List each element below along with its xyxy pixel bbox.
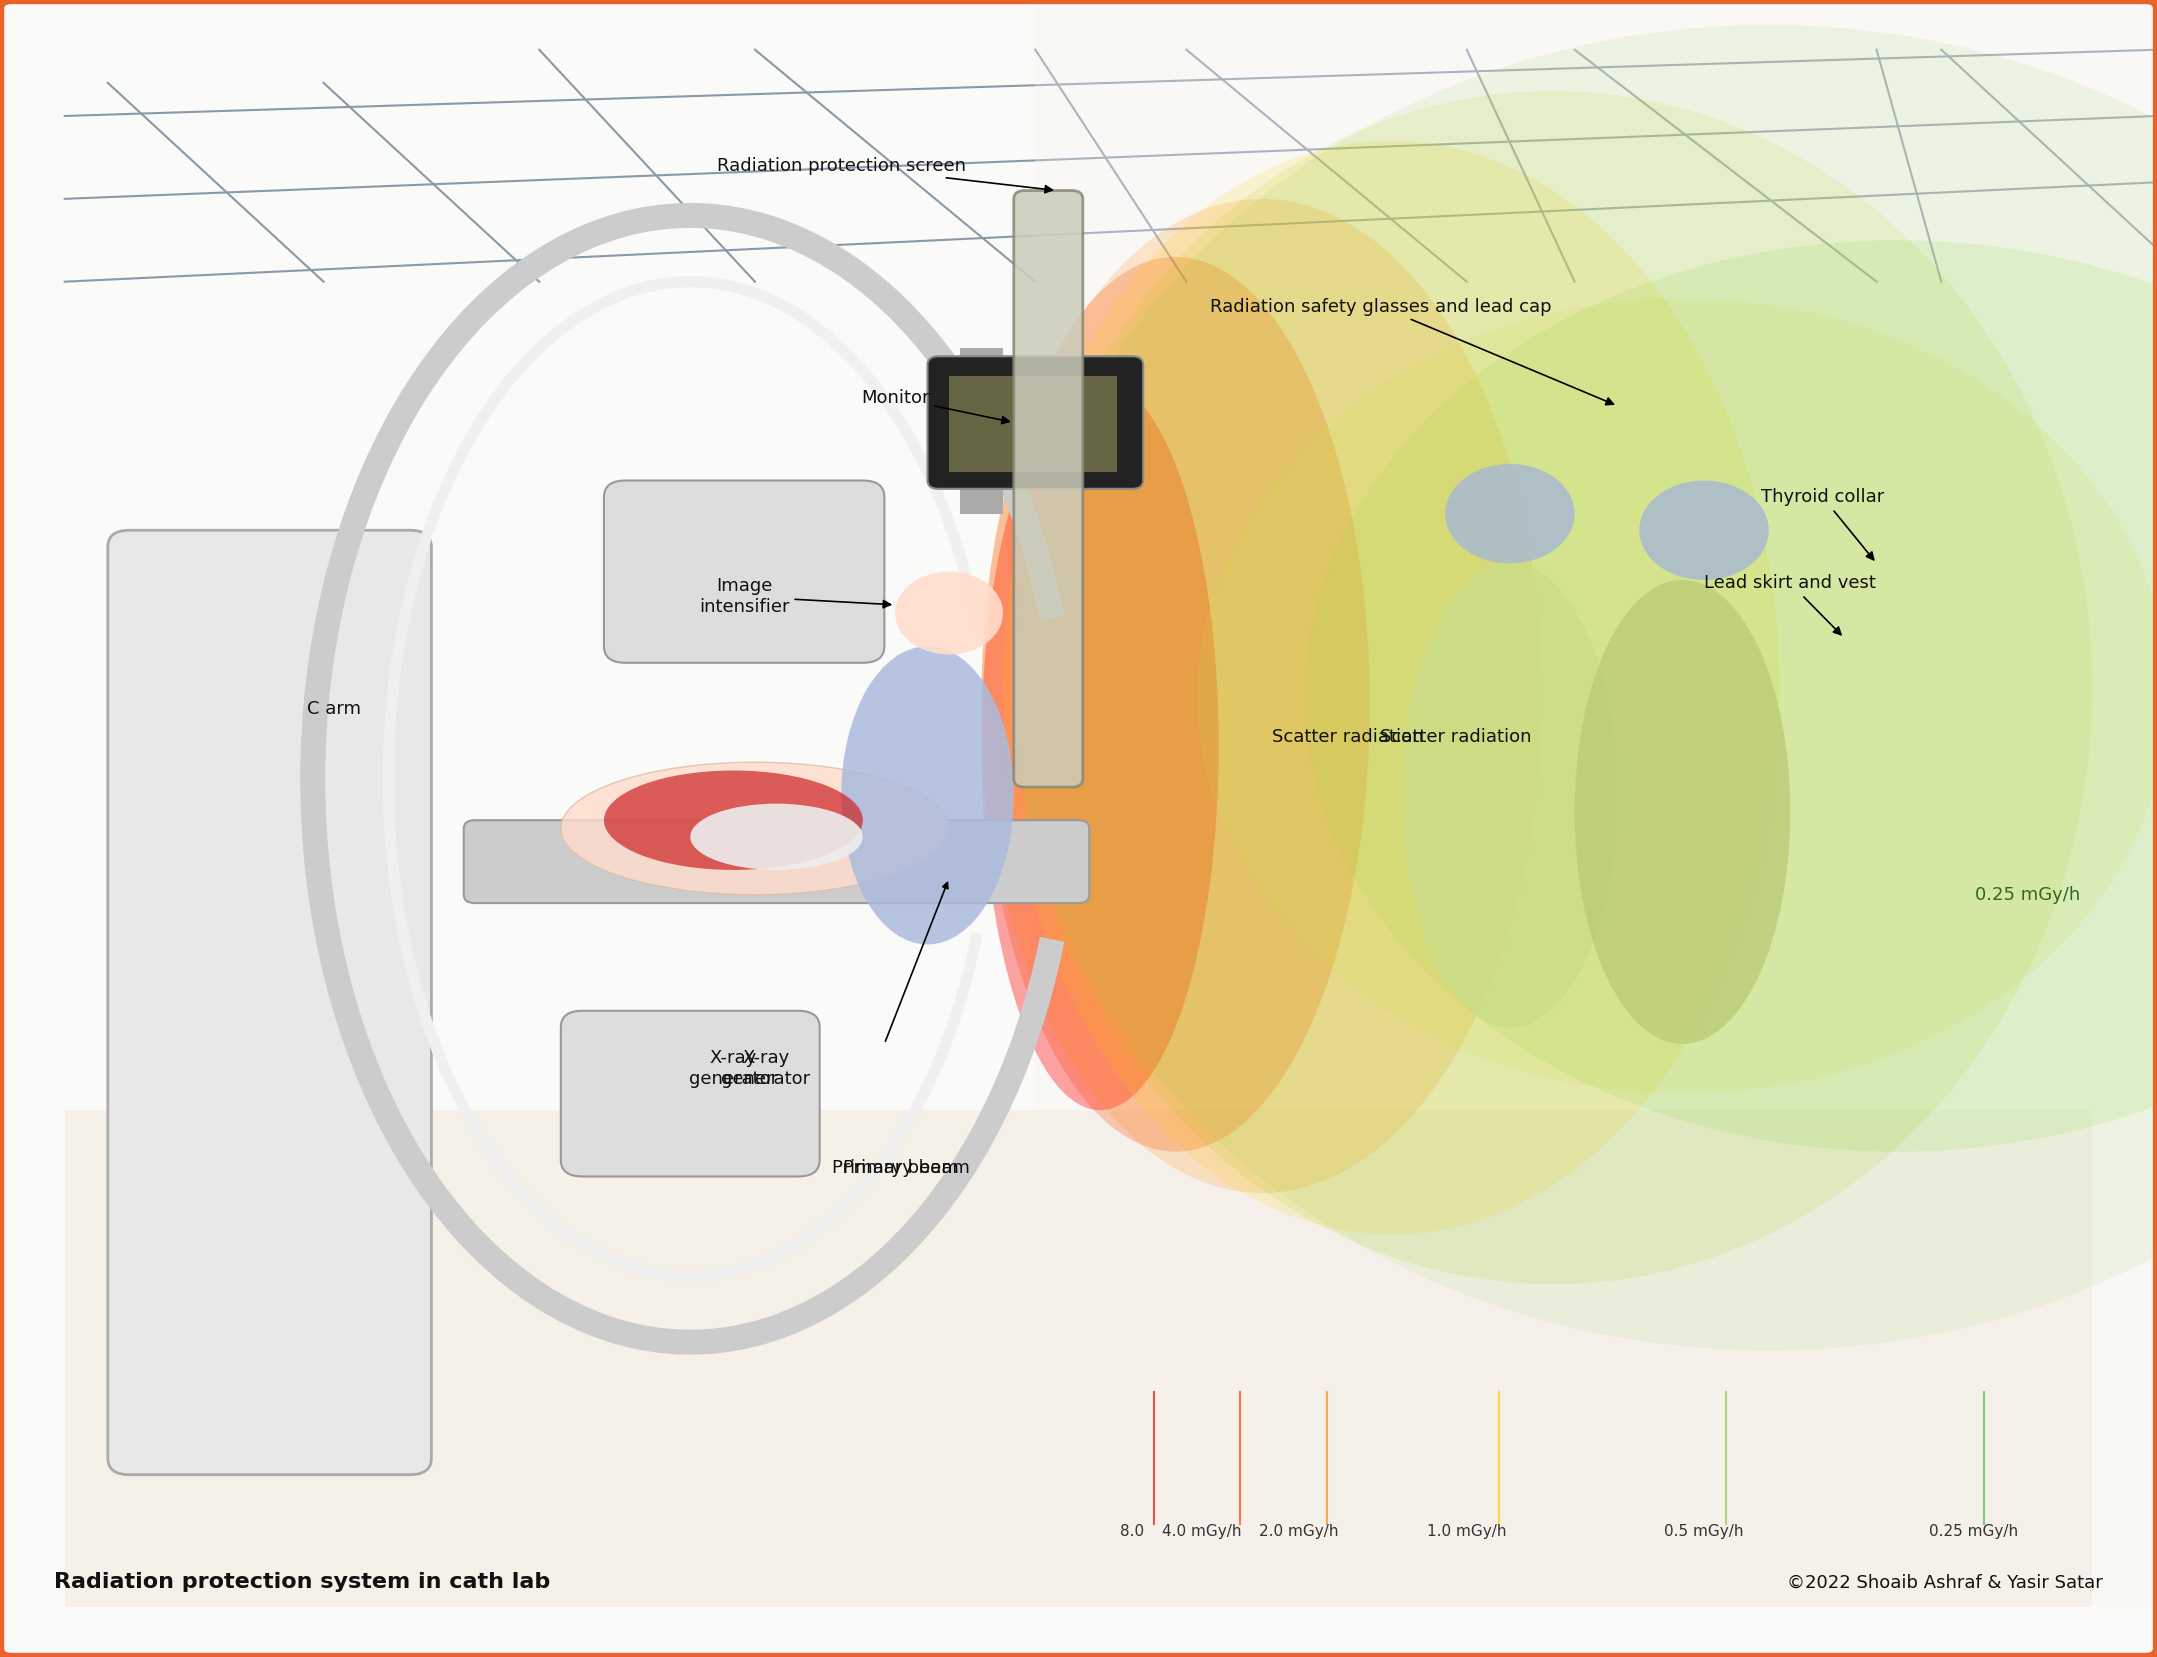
Text: X-ray
generator: X-ray generator bbox=[688, 1049, 779, 1089]
Ellipse shape bbox=[841, 646, 1014, 944]
Text: 0.25 mGy/h: 0.25 mGy/h bbox=[1976, 886, 2079, 903]
Ellipse shape bbox=[981, 257, 1370, 1152]
Ellipse shape bbox=[981, 381, 1219, 1110]
Ellipse shape bbox=[604, 771, 863, 870]
Ellipse shape bbox=[1014, 91, 2092, 1284]
FancyBboxPatch shape bbox=[108, 530, 431, 1475]
Ellipse shape bbox=[690, 804, 863, 870]
Circle shape bbox=[895, 572, 1003, 655]
Text: Primary beam: Primary beam bbox=[833, 1160, 958, 1176]
Ellipse shape bbox=[561, 762, 949, 895]
Circle shape bbox=[1445, 464, 1575, 563]
Text: X-ray
generator: X-ray generator bbox=[720, 1049, 811, 1089]
Text: 8.0: 8.0 bbox=[1119, 1524, 1145, 1539]
FancyBboxPatch shape bbox=[604, 481, 884, 663]
Ellipse shape bbox=[1575, 580, 1790, 1044]
FancyBboxPatch shape bbox=[1014, 191, 1083, 787]
Text: C arm: C arm bbox=[306, 701, 362, 717]
Ellipse shape bbox=[1197, 298, 2157, 1094]
Ellipse shape bbox=[1014, 25, 2157, 1350]
Bar bbox=[1035, 0, 2157, 1607]
Text: 0.5 mGy/h: 0.5 mGy/h bbox=[1665, 1524, 1743, 1539]
Ellipse shape bbox=[1305, 240, 2157, 1152]
Bar bbox=[960, 348, 1003, 514]
Text: Image
intensifier: Image intensifier bbox=[699, 577, 891, 616]
FancyBboxPatch shape bbox=[464, 820, 1089, 903]
Text: Monitor: Monitor bbox=[861, 389, 1009, 424]
Text: 2.0 mGy/h: 2.0 mGy/h bbox=[1260, 1524, 1337, 1539]
Ellipse shape bbox=[981, 199, 1542, 1193]
Bar bbox=[949, 376, 1117, 472]
FancyBboxPatch shape bbox=[561, 1011, 820, 1176]
Text: Lead skirt and vest: Lead skirt and vest bbox=[1704, 575, 1877, 635]
Text: ©2022 Shoaib Ashraf & Yasir Satar: ©2022 Shoaib Ashraf & Yasir Satar bbox=[1788, 1574, 2103, 1591]
Text: Scatter radiation: Scatter radiation bbox=[1273, 729, 1424, 746]
Text: Radiation protection screen: Radiation protection screen bbox=[716, 157, 1053, 192]
Text: Radiation safety glasses and lead cap: Radiation safety glasses and lead cap bbox=[1210, 298, 1613, 404]
Text: Scatter radiation: Scatter radiation bbox=[1380, 729, 1531, 746]
Ellipse shape bbox=[1003, 141, 1780, 1234]
Text: 0.25 mGy/h: 0.25 mGy/h bbox=[1928, 1524, 2019, 1539]
Text: 1.0 mGy/h: 1.0 mGy/h bbox=[1428, 1524, 1506, 1539]
FancyBboxPatch shape bbox=[928, 356, 1143, 489]
Ellipse shape bbox=[1402, 563, 1618, 1027]
Circle shape bbox=[1639, 481, 1769, 580]
Bar bbox=[65, 1110, 2092, 1607]
Text: Radiation protection system in cath lab: Radiation protection system in cath lab bbox=[54, 1572, 550, 1592]
Text: Thyroid collar: Thyroid collar bbox=[1760, 489, 1885, 560]
Text: 4.0 mGy/h: 4.0 mGy/h bbox=[1163, 1524, 1240, 1539]
Text: Primary beam: Primary beam bbox=[843, 1160, 968, 1176]
